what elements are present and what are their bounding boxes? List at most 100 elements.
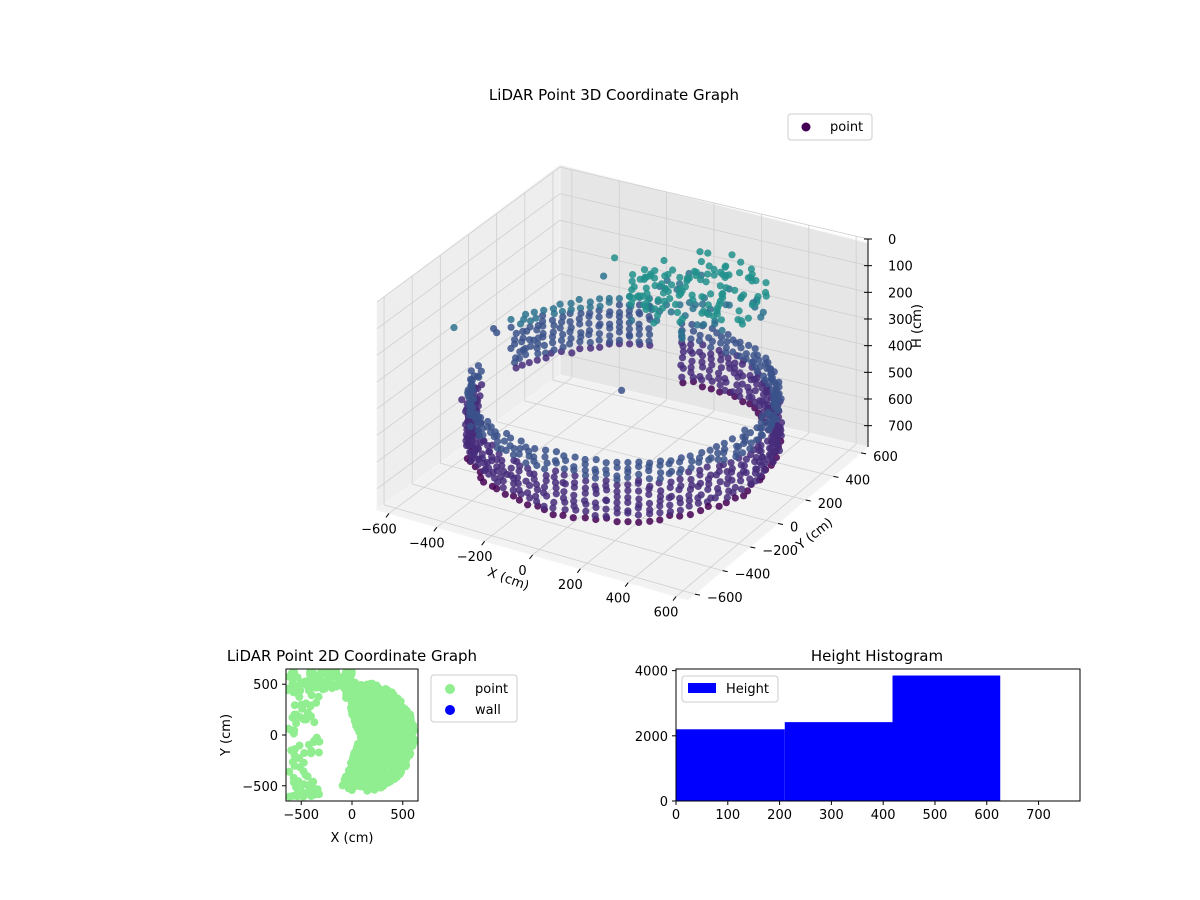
data-point-2d: [291, 682, 300, 691]
data-point-3d: [667, 478, 675, 486]
data-point-3d: [676, 475, 684, 483]
data-point-3d: [522, 477, 530, 485]
data-point-3d: [724, 474, 732, 482]
data-point-3d: [467, 375, 475, 383]
data-point-3d: [516, 445, 524, 453]
data-point-3d: [717, 339, 725, 347]
data-point-3d: [585, 327, 594, 335]
data-point-3d: [635, 458, 643, 466]
data-point-3d: [697, 276, 705, 284]
data-point-3d: [669, 266, 677, 274]
data-point-3d: [683, 277, 691, 285]
data-point-3d: [748, 301, 757, 309]
data-point-2d: [286, 792, 294, 801]
data-point-2d: [307, 691, 316, 700]
data-point-3d: [549, 511, 557, 519]
grid-line: [552, 379, 862, 454]
data-point-3d: [749, 358, 758, 366]
data-point-3d: [602, 482, 610, 490]
data-point-3d: [500, 437, 508, 445]
data-point-3d: [698, 358, 706, 366]
data-point-3d: [688, 457, 696, 465]
data-point-3d: [689, 327, 698, 335]
y-axis-label-3d: Y (cm): [793, 515, 836, 553]
data-point-2d: [391, 694, 400, 703]
data-point-2d: [288, 674, 297, 683]
data-point-3d: [751, 387, 759, 395]
data-point-3d: [570, 483, 579, 491]
data-point-3d: [715, 502, 723, 510]
data-point-3d: [747, 439, 755, 447]
data-point-3d: [485, 464, 493, 472]
data-point-3d: [586, 298, 594, 306]
data-point-3d: [581, 484, 590, 492]
y-tick-label-2d: 0: [270, 729, 278, 744]
data-point-3d: [507, 315, 515, 324]
data-point-3d: [747, 265, 756, 273]
data-point-3d: [736, 352, 744, 360]
data-point-2d: [328, 669, 337, 676]
data-point-3d: [586, 309, 594, 317]
data-point-3d: [715, 467, 723, 476]
data-point-3d: [465, 430, 474, 438]
data-point-2d: [310, 718, 319, 727]
data-point-3d: [716, 282, 724, 290]
data-point-3d: [627, 299, 636, 307]
data-point-3d: [676, 273, 684, 282]
data-point-3d: [577, 329, 585, 337]
data-point-3d: [540, 489, 548, 497]
data-point-3d: [533, 344, 541, 352]
data-point-3d: [540, 306, 548, 314]
data-point-2d: [310, 674, 319, 683]
data-point-3d: [602, 512, 610, 520]
data-point-3d: [678, 373, 686, 381]
x-tick-3d: [433, 527, 438, 532]
data-point-3d: [575, 295, 583, 304]
data-point-3d: [696, 373, 704, 381]
data-point-2d: [306, 702, 315, 711]
x-tick-3d: [672, 596, 677, 601]
data-point-3d: [697, 258, 706, 266]
data-point-3d: [666, 508, 675, 516]
data-point-2d: [373, 751, 382, 760]
z-tick-label-3d: 300: [888, 313, 913, 328]
y-tick-label-2d: −500: [242, 780, 278, 795]
data-point-3d: [549, 504, 557, 512]
legend-3d: point: [787, 113, 873, 141]
data-point-3d: [509, 486, 517, 494]
data-point-2d: [378, 759, 387, 768]
data-point-2d: [366, 724, 375, 733]
data-point-3d: [602, 496, 610, 504]
data-point-2d: [347, 703, 356, 712]
data-point-3d: [739, 398, 747, 406]
data-point-3d: [615, 308, 624, 317]
x-tick-3d: [481, 540, 486, 546]
legend-2d: point wall: [430, 674, 518, 723]
data-point-3d: [692, 271, 700, 280]
histogram-bar: [892, 675, 1001, 801]
data-point-3d: [474, 362, 482, 370]
data-point-3d: [625, 331, 633, 339]
data-point-3d: [567, 306, 575, 314]
data-point-3d: [530, 453, 538, 461]
data-point-3d: [715, 462, 724, 470]
data-point-3d: [570, 491, 578, 499]
data-point-2d: [364, 700, 373, 708]
data-point-2d: [299, 792, 308, 801]
data-point-2d: [301, 771, 310, 780]
data-point-3d: [685, 502, 693, 510]
data-point-3d: [753, 374, 761, 382]
data-point-3d: [772, 428, 781, 436]
data-point-3d: [687, 368, 695, 376]
data-point-3d: [744, 383, 752, 391]
data-point-3d: [560, 465, 569, 473]
data-point-3d: [635, 308, 643, 316]
data-point-3d: [577, 309, 585, 318]
data-point-2d: [372, 681, 381, 690]
x-tick-label-hist: 100: [715, 808, 740, 823]
data-point-2d: [293, 786, 302, 794]
data-point-3d: [716, 297, 725, 305]
legend-label-height: Height: [726, 682, 769, 697]
data-point-3d: [474, 445, 482, 453]
x-tick-label-3d: −400: [409, 536, 445, 551]
